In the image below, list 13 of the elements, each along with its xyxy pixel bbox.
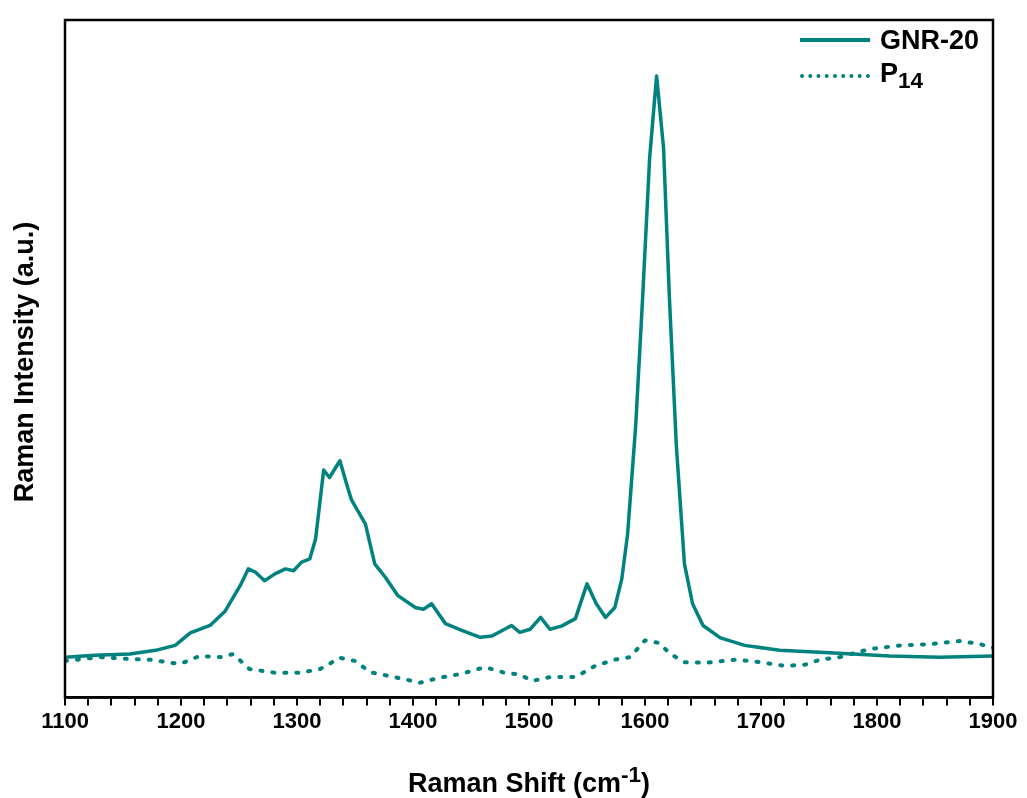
x-tick-label: 1800 [852,707,902,733]
x-tick-label: 1600 [620,707,670,733]
legend-label: P$_{14}$ [879,57,924,95]
x-tick-label: 1500 [504,707,554,733]
x-tick-label: 1900 [968,707,1018,733]
x-tick-label: 1100 [41,707,89,733]
x-tick-label: 1400 [388,707,438,733]
x-tick-label: 1200 [156,707,206,733]
x-tick-label: 1300 [272,707,322,733]
legend-label: GNR-20 [879,24,979,56]
y-axis-title: Raman Intensity (a.u.) [8,221,40,503]
x-tick-label: 1700 [736,707,786,733]
x-axis-title: Raman Shift (cm$^{-1}$) [407,762,651,798]
